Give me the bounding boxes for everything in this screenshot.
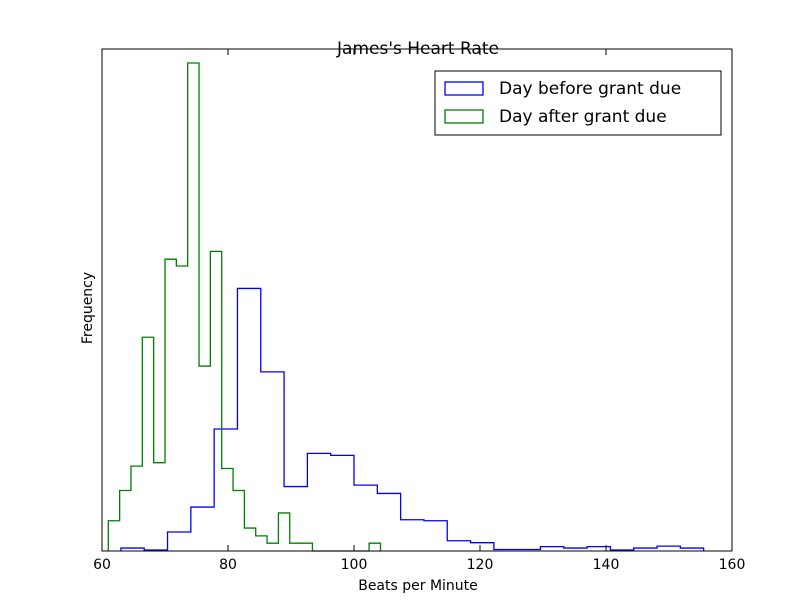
x-tick-label: 120 bbox=[467, 557, 494, 573]
histogram-bin bbox=[377, 493, 400, 551]
histogram-bin bbox=[176, 266, 187, 551]
legend-swatch bbox=[444, 109, 484, 124]
axes-frame bbox=[101, 48, 733, 552]
histogram-bin bbox=[237, 288, 260, 551]
x-tick-label: 60 bbox=[93, 557, 111, 573]
histogram-bin bbox=[233, 490, 244, 551]
histogram-bin bbox=[301, 543, 312, 551]
legend-label: Day before grant due bbox=[499, 79, 681, 99]
legend: Day before grant due Day after grant due bbox=[434, 70, 722, 136]
histogram-bin bbox=[188, 63, 199, 551]
histogram-bin bbox=[222, 469, 233, 551]
x-tick-label: 80 bbox=[219, 557, 237, 573]
histogram-bin bbox=[587, 547, 610, 551]
histogram-bin bbox=[256, 536, 267, 551]
histogram-bin bbox=[261, 372, 284, 551]
histogram-bin bbox=[199, 366, 210, 551]
x-tick-label: 140 bbox=[593, 557, 620, 573]
histogram-bin bbox=[267, 543, 278, 551]
x-axis-label: Beats per Minute bbox=[358, 578, 478, 594]
histogram-bin bbox=[191, 507, 214, 551]
histogram-bin bbox=[210, 251, 221, 551]
x-tick-label: 160 bbox=[719, 557, 746, 573]
histogram-bin bbox=[447, 541, 470, 551]
histogram-bin bbox=[284, 487, 307, 551]
series-1 bbox=[120, 287, 705, 551]
x-tick-label: 100 bbox=[341, 557, 368, 573]
histogram-step-line bbox=[107, 62, 382, 552]
histogram-bin bbox=[168, 532, 191, 551]
histogram-bin bbox=[154, 463, 165, 551]
histogram-bin bbox=[471, 543, 494, 551]
chart-title: James's Heart Rate bbox=[336, 39, 499, 59]
histogram-bin bbox=[131, 466, 142, 551]
histogram-step-line bbox=[120, 287, 705, 551]
histogram-bin bbox=[142, 337, 153, 551]
histogram-bin bbox=[401, 520, 424, 551]
histogram-bin bbox=[290, 543, 301, 551]
histogram-bin bbox=[165, 259, 176, 551]
histogram-bin bbox=[108, 521, 119, 551]
histogram-bin bbox=[244, 528, 255, 551]
histogram-bin bbox=[120, 490, 131, 551]
histogram-bin bbox=[307, 453, 330, 551]
y-axis-label: Frequency bbox=[80, 272, 96, 344]
legend-label: Day after grant due bbox=[499, 107, 667, 127]
legend-swatch bbox=[444, 81, 484, 96]
histogram-bin bbox=[657, 546, 680, 551]
histogram-bin bbox=[424, 521, 447, 551]
histogram-bin bbox=[540, 547, 563, 551]
plot-area bbox=[107, 62, 705, 552]
series-2 bbox=[107, 62, 382, 552]
histogram-bin bbox=[331, 455, 354, 551]
x-axis: 60 80 100 120 140 160 bbox=[93, 49, 745, 573]
histogram-bin bbox=[354, 485, 377, 551]
histogram-bin bbox=[369, 543, 380, 551]
histogram-bin bbox=[278, 513, 289, 551]
